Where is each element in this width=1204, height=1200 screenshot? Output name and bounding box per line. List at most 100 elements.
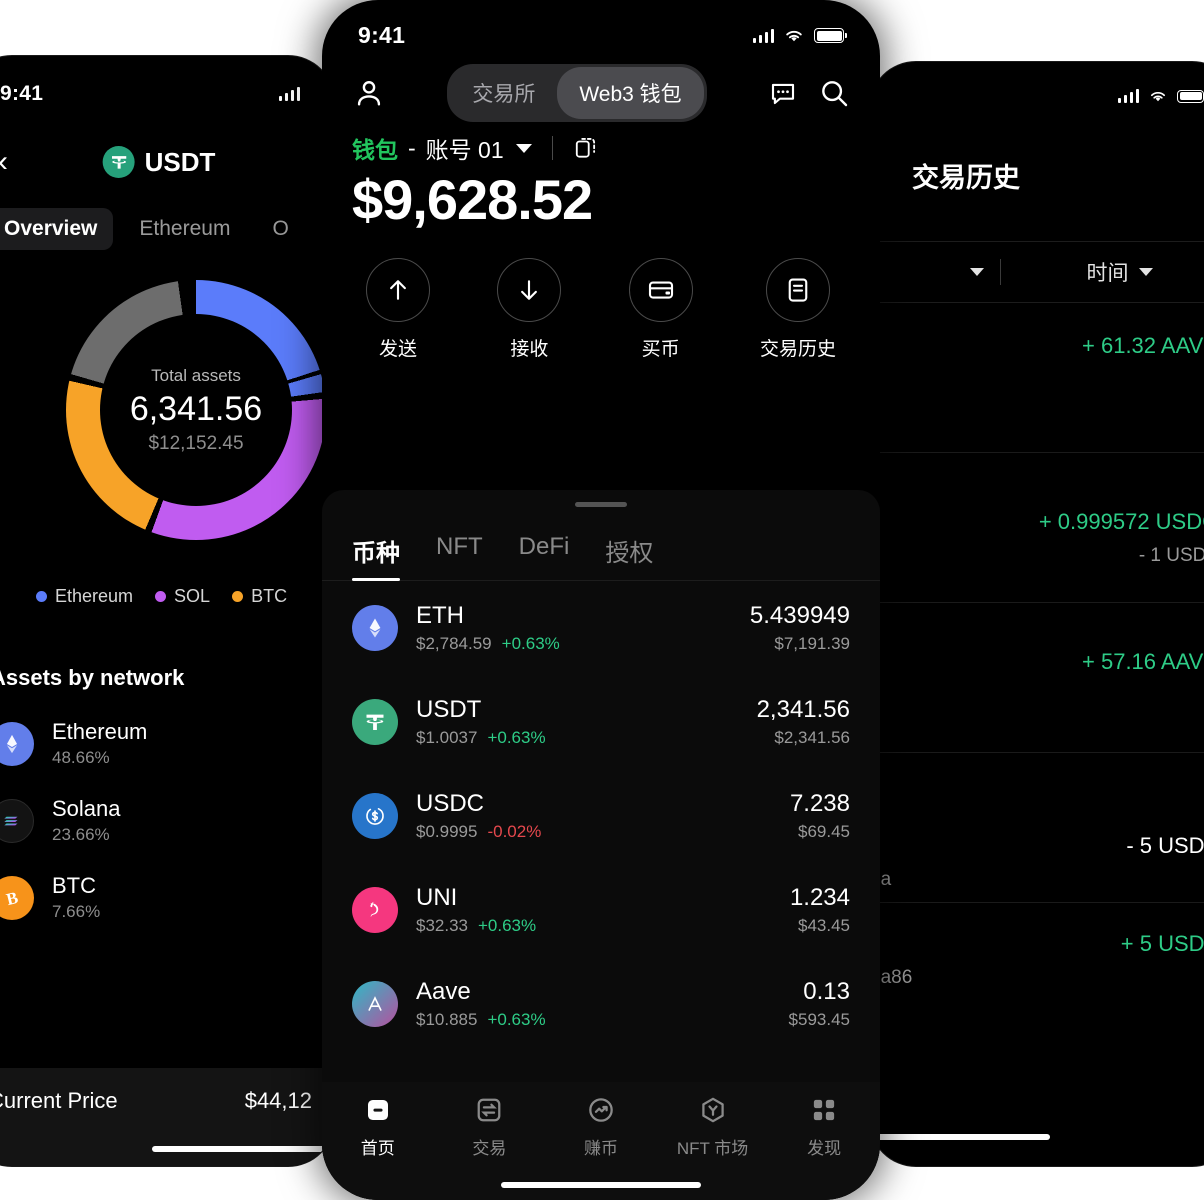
action-label: 接收: [510, 339, 549, 360]
tabbar-item-trade[interactable]: 交易: [439, 1094, 539, 1200]
usdt-icon: [352, 699, 398, 745]
action-send[interactable]: 发送: [366, 258, 430, 361]
action-buy[interactable]: 买币: [628, 258, 693, 361]
signal-icon: [752, 28, 774, 43]
tab-other[interactable]: O: [272, 217, 289, 240]
wallet-header: 交易所 Web3 钱包: [322, 49, 880, 122]
segment-web3-wallet[interactable]: Web3 钱包: [557, 67, 704, 119]
token-info: USDT $1.0037 +0.63%: [416, 696, 739, 748]
tabbar-item-discover[interactable]: 发现: [774, 1094, 874, 1200]
sheet-grabber[interactable]: [575, 502, 627, 507]
token-row-eth[interactable]: ETH $2,784.59 +0.63% 5.439949 $7,191.39: [352, 581, 850, 675]
transaction-amount: + 0.999572 USDC: [1038, 509, 1204, 534]
chevron-down-icon[interactable]: [515, 143, 532, 153]
transaction-amount: + 61.32 AAVE: [1082, 333, 1204, 358]
token-change: +0.63%: [478, 916, 537, 935]
segment-exchange[interactable]: 交易所: [472, 83, 536, 106]
chat-bubble-icon[interactable]: [768, 78, 798, 108]
arrow-down-icon: [497, 258, 562, 322]
filter-sort-time[interactable]: 时间: [1001, 257, 1204, 287]
legend-dot-icon: [232, 591, 244, 602]
search-icon[interactable]: [818, 77, 850, 109]
token-row-aave[interactable]: Aave $10.885 +0.63% 0.13 $593.45: [352, 957, 850, 1051]
token-price: $1.0037: [416, 728, 478, 747]
transaction-row[interactable]: - 5 USDT 0a: [870, 753, 1204, 903]
asset-tabs: 币种 NFT DeFi 授权: [322, 507, 880, 581]
token-subline: $2,784.59 +0.63%: [416, 634, 732, 654]
tab-defi[interactable]: DeFi: [518, 533, 570, 560]
transaction-row[interactable]: + 61.32 AAVE: [870, 303, 1204, 453]
network-row-btc[interactable]: B BTC 7.66%: [0, 873, 312, 922]
tab-approvals[interactable]: 授权: [605, 540, 654, 567]
token-symbol: USDT: [416, 696, 482, 723]
tab-tokens[interactable]: 币种: [352, 533, 400, 581]
tabbar-item-earn[interactable]: 赚币: [551, 1094, 651, 1200]
tabbar-item-home[interactable]: 首页: [328, 1094, 428, 1200]
token-row-usdt[interactable]: USDT $1.0037 +0.63% 2,341.56 $2,341.56: [352, 675, 850, 769]
back-chevron-left-icon[interactable]: ‹: [0, 147, 8, 177]
svg-text:B: B: [4, 887, 20, 908]
person-icon[interactable]: [352, 76, 386, 110]
token-amount: 5.439949: [749, 602, 850, 629]
filter-type-control[interactable]: [870, 268, 1000, 276]
transaction-row[interactable]: + 0.999572 USDC - 1 USDT: [870, 453, 1204, 603]
transaction-row[interactable]: + 57.16 AAVE: [870, 603, 1204, 753]
copy-icon[interactable]: [573, 135, 599, 161]
transaction-amount: + 57.16 AAVE: [1082, 649, 1204, 674]
tabbar-item-nft-market[interactable]: NFT 市场: [663, 1094, 763, 1200]
action-history[interactable]: 交易历史: [760, 258, 836, 361]
token-symbol: Aave: [416, 978, 471, 1005]
bottom-tab-bar: 首页 交易 赚币: [322, 1082, 880, 1200]
action-receive[interactable]: 接收: [497, 258, 562, 361]
tab-overview[interactable]: Overview: [0, 208, 114, 250]
donut-center-value: 6,341.56: [129, 389, 263, 428]
tab-ethereum[interactable]: Ethereum: [139, 217, 231, 240]
network-name: Solana: [52, 796, 121, 821]
home-indicator: [501, 1182, 701, 1188]
status-time: 9:41: [358, 22, 406, 48]
token-value: $593.45: [788, 1010, 850, 1029]
chevron-down-icon: [1138, 268, 1153, 276]
nft-hex-icon: [701, 1097, 724, 1123]
page-title-label: USDT: [144, 146, 216, 177]
wallet-account-selector[interactable]: 钱包 - 账号 01: [322, 121, 880, 165]
filter-divider: [1000, 259, 1001, 285]
token-balance: 0.13 $593.45: [789, 978, 850, 1030]
arrow-up-icon: [366, 258, 430, 322]
transaction-row[interactable]: + 5 USDT ba86: [870, 903, 1204, 1053]
token-subline: $10.885 +0.63%: [416, 1010, 771, 1030]
status-time: 9:41: [0, 82, 44, 105]
network-pct: 48.66%: [52, 748, 110, 767]
legend-dot-icon: [36, 591, 47, 602]
transaction-amount: - 5 USDT: [1126, 833, 1204, 858]
center-phone-web3-wallet: 9:41 交易所 Web3 钱包: [322, 0, 880, 1200]
token-info: Aave $10.885 +0.63%: [416, 978, 771, 1030]
tab-nft[interactable]: NFT: [436, 533, 483, 560]
donut-legend: Ethereum SOL BTC: [0, 586, 312, 607]
tabbar-label: 发现: [807, 1139, 842, 1158]
legend-label: Ethereum: [55, 586, 134, 606]
token-symbol: UNI: [416, 884, 458, 911]
account-separator: -: [408, 134, 416, 161]
right-status-bar: [870, 62, 1204, 104]
signal-icon: [1117, 89, 1139, 103]
token-balance: 7.238 $69.45: [790, 790, 850, 842]
token-row-uni[interactable]: UNI $32.33 +0.63% 1.234 $43.45: [352, 863, 850, 957]
ethereum-icon: [0, 721, 34, 766]
assets-sheet: 币种 NFT DeFi 授权 ETH $2,784.59 +0.63%: [322, 490, 880, 1200]
home-indicator: [876, 1134, 1050, 1140]
discover-grid-icon: [814, 1099, 835, 1121]
token-change: +0.63%: [487, 728, 546, 747]
left-status-bar: 9:41: [0, 56, 312, 106]
tabbar-label: 赚币: [583, 1139, 618, 1158]
network-row-solana[interactable]: Solana 23.66%: [0, 796, 312, 845]
token-amount: 1.234: [789, 884, 850, 911]
usdc-icon: [352, 793, 398, 839]
current-price-label: Current Price: [0, 1088, 118, 1113]
donut-center-sub: $12,152.45: [148, 432, 244, 454]
token-row-usdc[interactable]: USDC $0.9995 -0.02% 7.238 $69.45: [352, 769, 850, 863]
network-row-ethereum[interactable]: Ethereum 48.66%: [0, 719, 312, 768]
transaction-amount: + 5 USDT: [1120, 931, 1204, 956]
status-indicators: [278, 87, 300, 101]
